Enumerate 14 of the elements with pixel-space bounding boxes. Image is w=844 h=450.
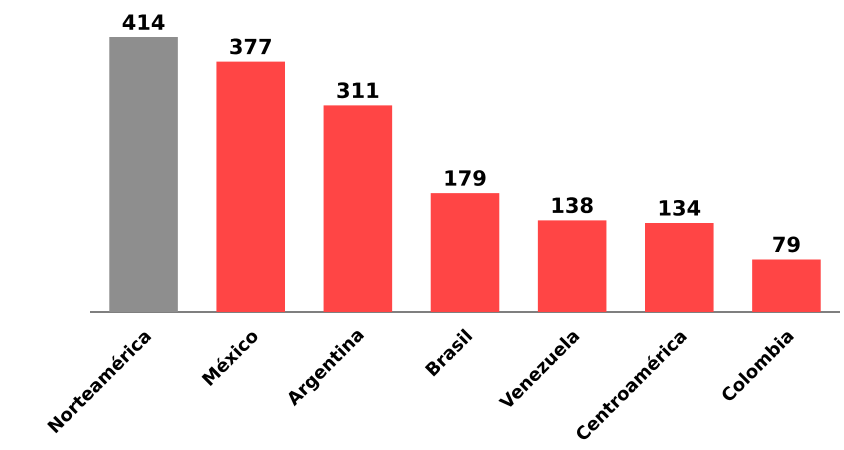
bar: [430, 193, 500, 312]
bar: [324, 105, 392, 312]
data-label: 179: [446, 170, 486, 186]
bar: [109, 36, 178, 312]
bar: [216, 62, 286, 312]
data-label: 79: [773, 236, 800, 252]
data-label: 377: [230, 38, 271, 54]
bar: [645, 222, 714, 312]
data-label: 414: [122, 14, 164, 30]
data-label: 134: [660, 200, 700, 216]
bar: [752, 260, 821, 312]
bar: [538, 220, 606, 312]
data-label: 311: [337, 82, 378, 98]
data-label: 138: [552, 197, 593, 214]
